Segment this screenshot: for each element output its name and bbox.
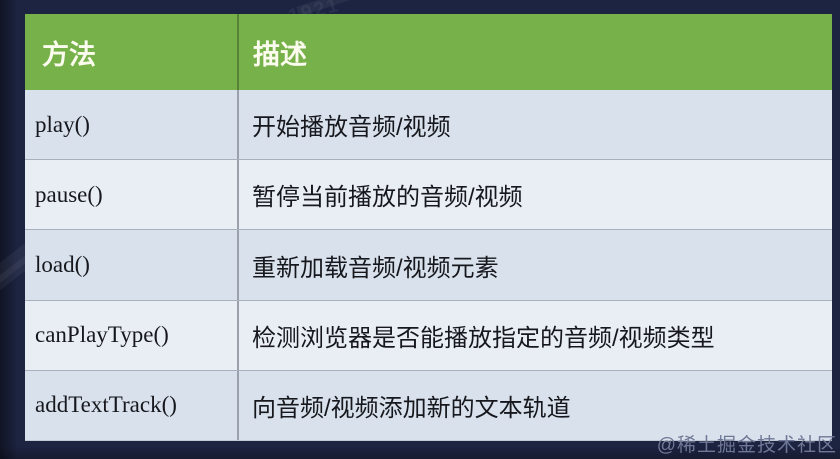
method-cell: play() [25,90,239,160]
method-cell: addTextTrack() [25,370,239,441]
table-row: play() 开始播放音频/视频 [25,90,832,160]
description-cell: 检测浏览器是否能播放指定的音频/视频类型 [252,324,715,352]
column-header-description: 描述 [253,39,307,70]
table-row: load() 重新加载音频/视频元素 [25,229,832,300]
method-cell: canPlayType() [25,300,239,370]
table-row: pause() 暂停当前播放的音频/视频 [25,159,832,230]
description-cell: 开始播放音频/视频 [252,114,451,142]
method-cell: pause() [25,160,239,230]
description-cell: 暂停当前播放的音频/视频 [252,184,523,212]
table-body: play() 开始播放音频/视频 pause() 暂停当前播放的音频/视频 lo… [25,90,832,441]
description-cell: 向音频/视频添加新的文本轨道 [252,394,571,422]
table-row: canPlayType() 检测浏览器是否能播放指定的音频/视频类型 [25,299,832,370]
column-header-method: 方法 [25,14,239,90]
table-row: addTextTrack() 向音频/视频添加新的文本轨道 [25,369,832,441]
table-header-row: 方法 描述 [25,14,832,90]
media-methods-table: 方法 描述 play() 开始播放音频/视频 pause() 暂停当前播放的音频… [25,14,832,441]
description-cell: 重新加载音频/视频元素 [252,254,499,282]
method-cell: load() [25,230,239,300]
